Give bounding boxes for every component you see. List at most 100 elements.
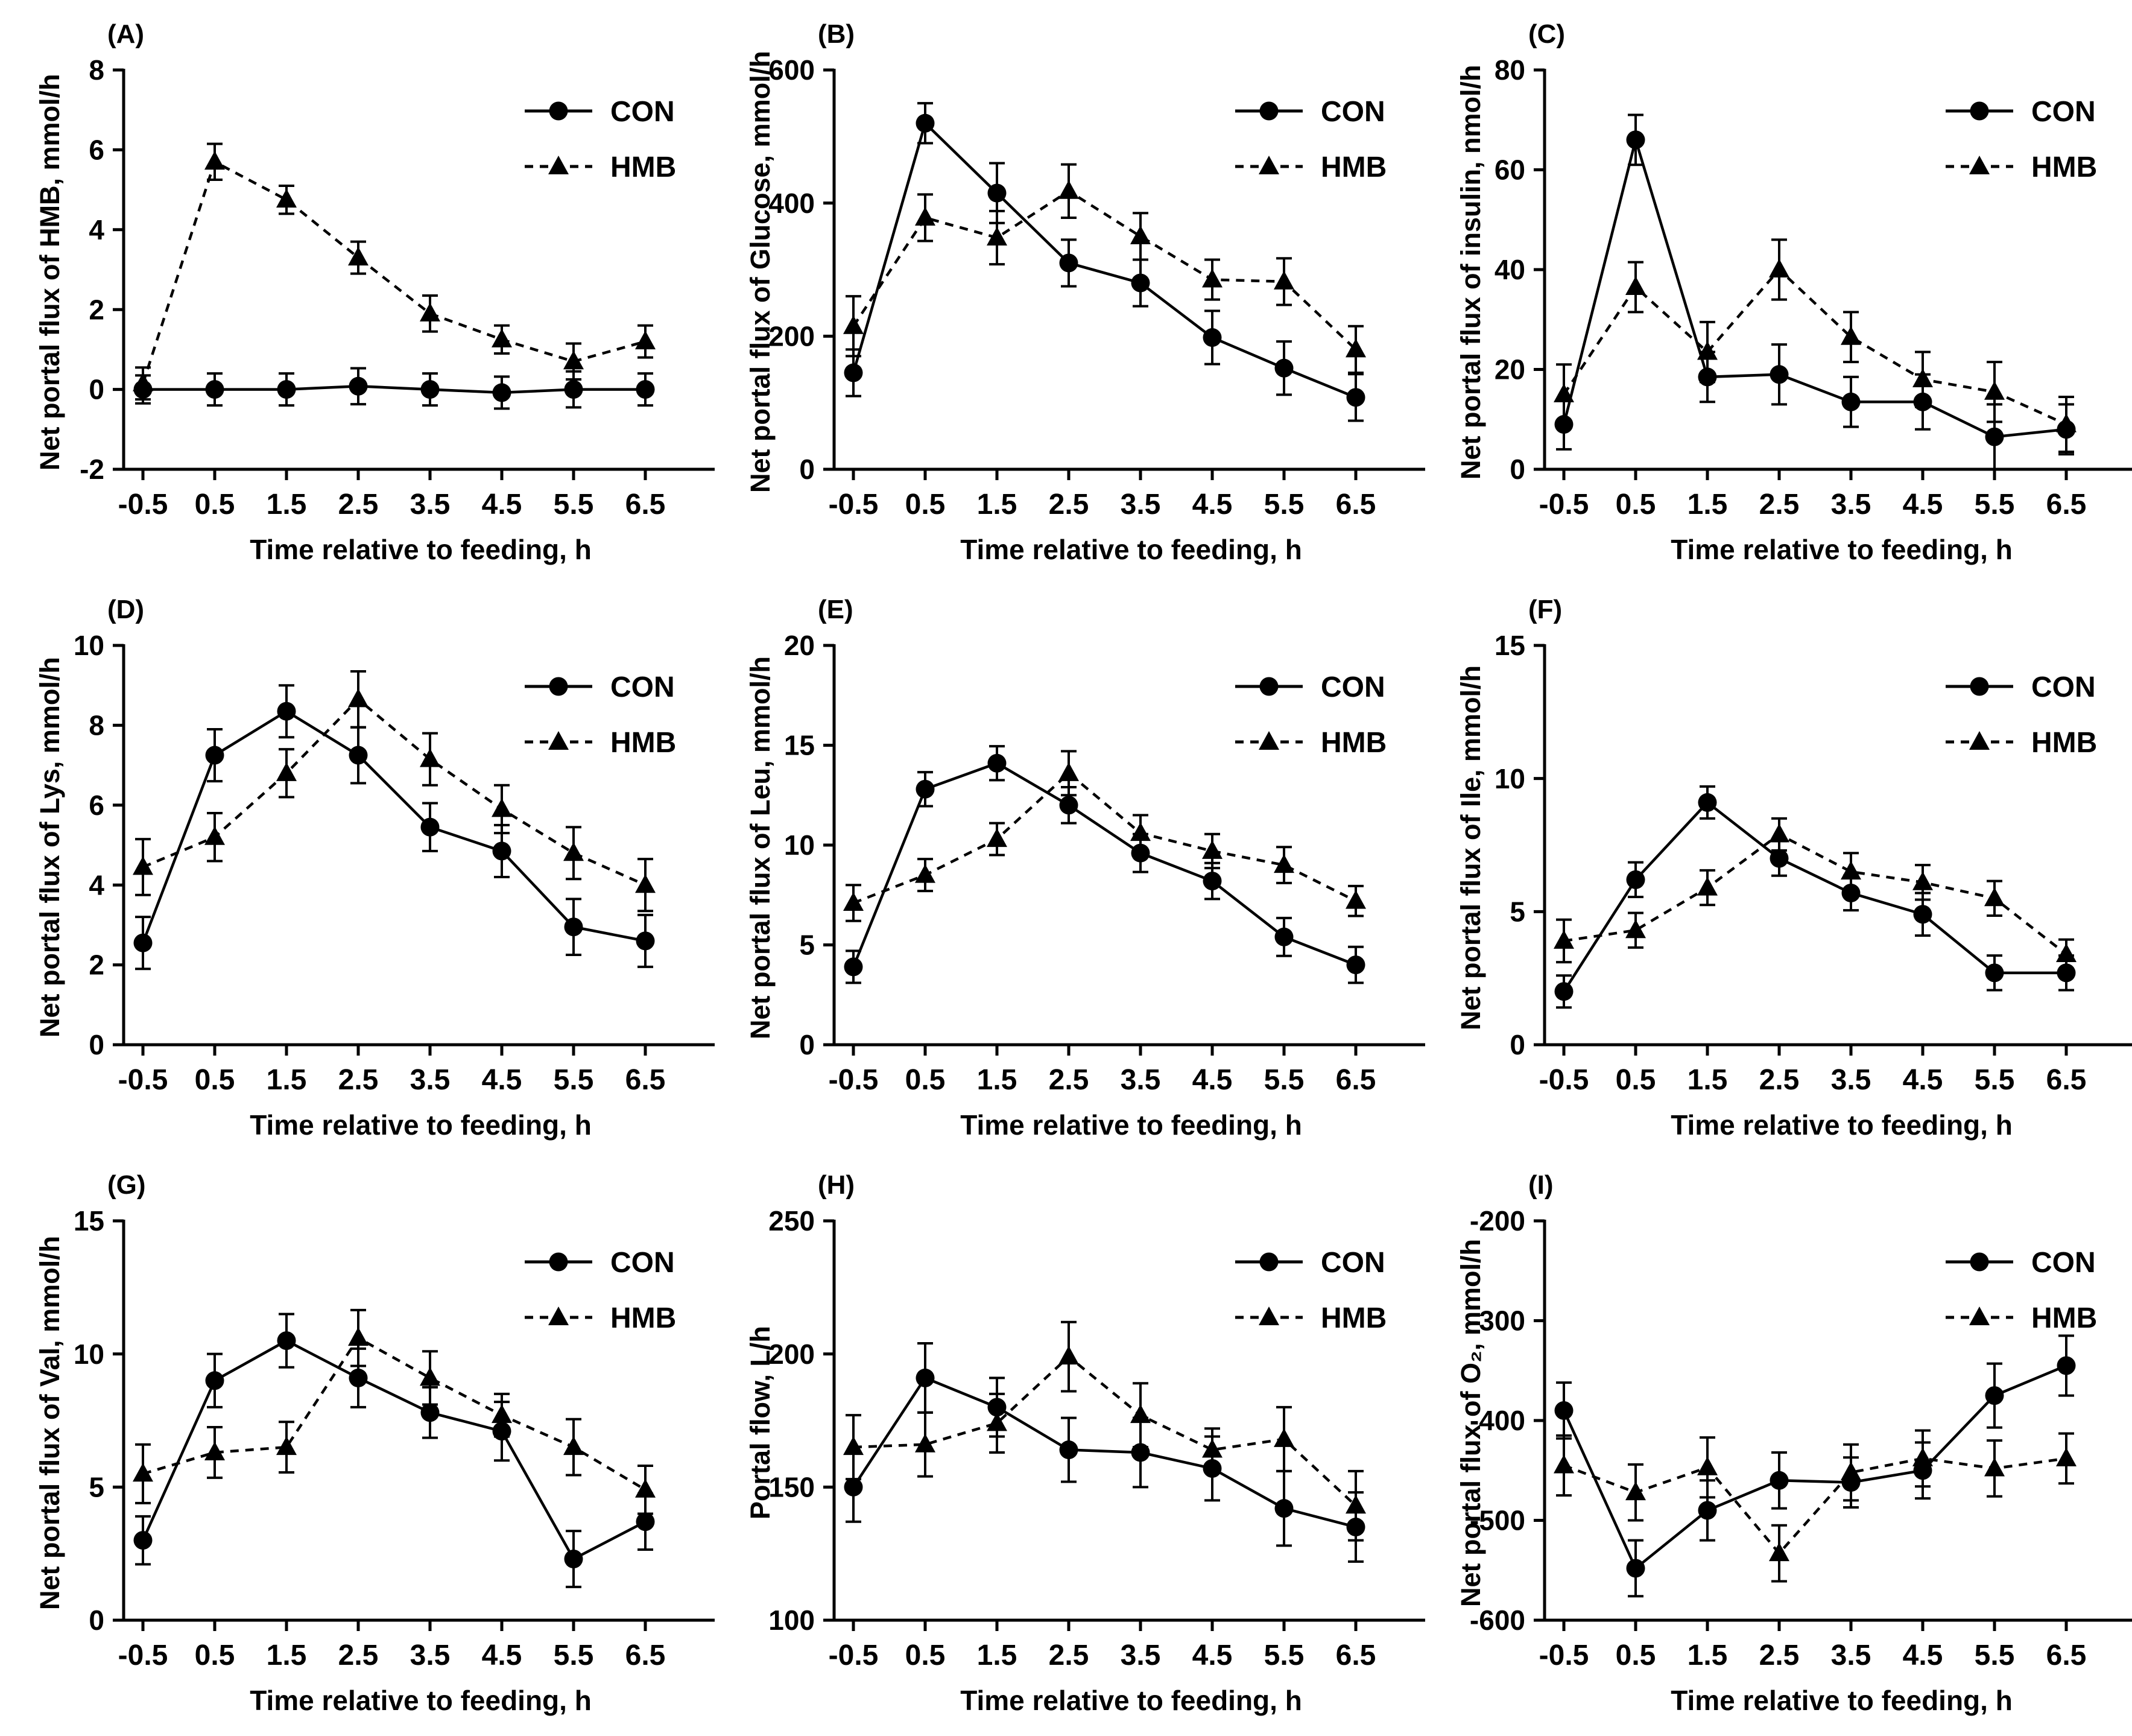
line-chart: 100 150 200 250 -0.5 0.5 1.5 2.5 3.5 4.5 5.5 6.5 CON… (768, 1205, 1425, 1671)
y-tick-label: 10 (784, 829, 815, 861)
y-tick-label: 0 (89, 374, 104, 405)
legend-circle-marker (549, 1252, 568, 1272)
axes (1534, 68, 2132, 480)
data-point-triangle (133, 856, 153, 875)
data-point-triangle (1274, 1428, 1294, 1447)
series-CON (844, 745, 1365, 984)
data-point-circle (1274, 927, 1294, 946)
data-point-circle (564, 380, 583, 399)
x-tick-label: -0.5 (118, 1639, 168, 1671)
line-chart: 0 5 10 15 -0.5 0.5 1.5 2.5 3.5 4.5 5.5 6.5 CON HMB (74, 1205, 715, 1671)
legend-label: HMB (1321, 727, 1387, 759)
x-tick-label: 6.5 (625, 1064, 666, 1096)
x-tick-label: 1.5 (1688, 1064, 1728, 1096)
line-chart: 0 5 10 15 20 -0.5 0.5 1.5 2.5 3.5 4.5 5.5 6.5 CON HMB (784, 630, 1425, 1096)
panel-label: (H) (818, 1170, 855, 1200)
data-point-triangle (492, 1404, 512, 1424)
data-point-circle (1913, 905, 1932, 924)
legend-label: CON (610, 1247, 675, 1279)
x-tick-label: 0.5 (905, 489, 946, 521)
x-tick-label: 0.5 (195, 489, 235, 521)
data-point-circle (1770, 365, 1789, 384)
legend-circle-marker (1259, 677, 1279, 696)
data-point-circle (844, 363, 863, 382)
y-tick-label: 200 (768, 1338, 815, 1370)
y-tick-label: 40 (1495, 254, 1525, 285)
data-point-circle (916, 779, 935, 799)
data-point-triangle (204, 826, 225, 845)
y-tick-label: 0 (89, 1605, 104, 1636)
legend-circle-marker (1970, 101, 1989, 121)
legend-label: CON (610, 96, 675, 128)
legend-label: CON (2031, 671, 2096, 703)
x-axis-label: Time relative to feeding, h (960, 534, 1302, 565)
y-tick-label: 150 (768, 1471, 815, 1503)
y-tick-label: 10 (74, 630, 104, 661)
data-point-triangle (1912, 369, 1933, 388)
x-tick-label: 5.5 (1975, 1064, 2015, 1096)
legend-circle-marker (1259, 101, 1279, 121)
data-point-circle (277, 380, 296, 399)
axes (113, 68, 715, 480)
tick-labels: 0 5 10 15 -0.5 0.5 1.5 2.5 3.5 4.5 5.5 6.5 (74, 1205, 666, 1671)
y-tick-label: 0 (1510, 1029, 1525, 1060)
legend-item-CON: CON (1235, 96, 1385, 128)
data-point-triangle (1769, 823, 1789, 843)
legend-triangle-marker (1259, 731, 1279, 750)
x-tick-label: 2.5 (338, 1064, 379, 1096)
x-tick-label: 0.5 (905, 1064, 946, 1096)
data-point-triangle (1058, 1346, 1079, 1365)
data-point-circle (349, 746, 368, 765)
data-point-triangle (1841, 326, 1861, 345)
x-tick-label: 6.5 (1336, 1639, 1376, 1671)
data-point-triangle (1130, 225, 1151, 244)
series-HMB (1554, 238, 2077, 454)
series-CON (133, 684, 655, 971)
data-point-circle (844, 1477, 863, 1497)
data-point-circle (1841, 392, 1861, 411)
legend-item-CON: CON (1946, 671, 2096, 703)
y-tick-label: 0 (799, 454, 815, 485)
legend-label: CON (1321, 1247, 1385, 1279)
x-tick-label: 0.5 (1616, 489, 1656, 521)
data-point-triangle (987, 227, 1007, 246)
y-tick-label: 6 (89, 790, 104, 821)
legend-triangle-marker (548, 1307, 569, 1325)
panel-label: (F) (1528, 595, 1563, 624)
tick-labels: -600 -500 -400 -300 -200 -0.5 0.5 1.5 2.5 3.5 4.5 5… (1470, 1205, 2086, 1671)
legend-item-CON: CON (525, 1247, 675, 1279)
data-point-triangle (492, 328, 512, 347)
x-tick-label: 6.5 (625, 489, 666, 521)
data-point-triangle (2056, 413, 2077, 432)
x-tick-label: 1.5 (977, 1064, 1017, 1096)
legend-item-CON: CON (525, 671, 675, 703)
data-point-circle (636, 1512, 655, 1532)
x-tick-label: 0.5 (195, 1064, 235, 1096)
x-tick-label: 4.5 (482, 1064, 522, 1096)
legend-circle-marker (549, 101, 568, 121)
y-tick-label: 10 (74, 1338, 104, 1370)
series-HMB (133, 142, 656, 401)
x-tick-label: 4.5 (1192, 489, 1233, 521)
x-tick-label: 3.5 (410, 1064, 451, 1096)
series-HMB (1554, 1429, 2077, 1583)
data-point-circle (844, 957, 863, 977)
data-point-triangle (1912, 871, 1933, 890)
legend-label: HMB (610, 1302, 676, 1334)
legend-item-HMB: HMB (1946, 1302, 2097, 1334)
panel-A: (A) Net portal flux of HMB, mmol/h -2 0 2 4… (24, 10, 735, 585)
panel-G: (G) Net portal flux of Val, mmol/h 0 5 10 1… (24, 1161, 735, 1736)
x-tick-label: 5.5 (554, 489, 594, 521)
data-point-triangle (1697, 341, 1718, 360)
data-point-triangle (1202, 1439, 1223, 1458)
line-chart: 0 2 4 6 8 10 -0.5 0.5 1.5 2.5 3.5 4.5 5.5 6.5 CON HMB (74, 630, 715, 1096)
data-point-triangle (1202, 268, 1223, 288)
x-tick-label: -0.5 (118, 489, 168, 521)
y-tick-label: 4 (89, 214, 104, 246)
data-point-circle (1985, 963, 2004, 983)
data-point-triangle (915, 864, 935, 883)
x-tick-label: 3.5 (1121, 489, 1161, 521)
y-tick-label: -300 (1470, 1305, 1525, 1337)
data-point-circle (636, 931, 655, 951)
axes (113, 1219, 715, 1631)
